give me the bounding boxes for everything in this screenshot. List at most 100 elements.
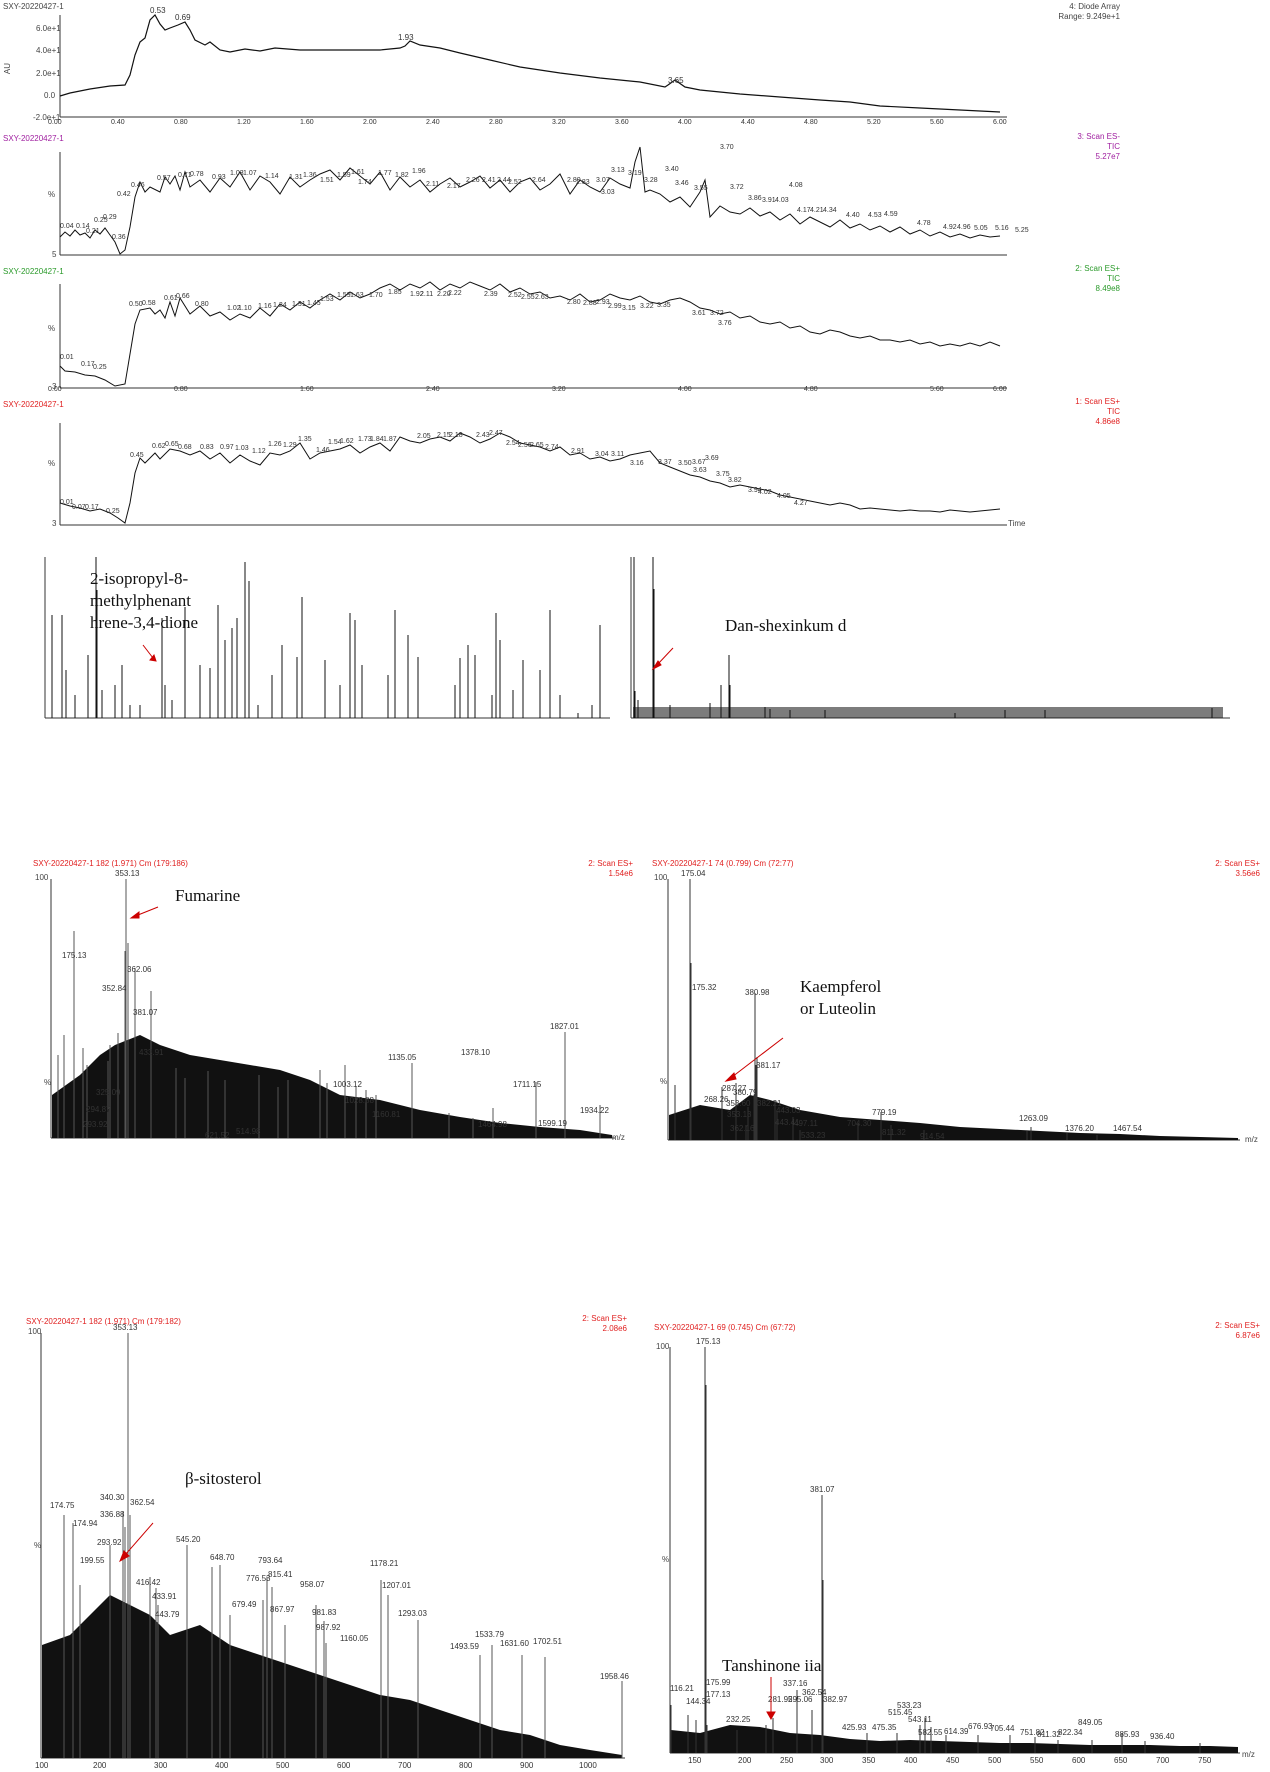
svg-text:1.03: 1.03 <box>230 170 244 177</box>
svg-text:1.92: 1.92 <box>410 291 424 298</box>
svg-text:1.45: 1.45 <box>307 300 321 307</box>
svg-text:3.40: 3.40 <box>665 166 679 173</box>
svg-text:0.42: 0.42 <box>117 191 131 198</box>
svg-text:1.96: 1.96 <box>412 168 426 175</box>
svg-text:1.16: 1.16 <box>258 303 272 310</box>
svg-text:0.83: 0.83 <box>200 444 214 451</box>
es-pos-2-trace: 0.01 0.170.25 0.50 0.58 0.610.66 0.80 1.021.10… <box>59 281 1007 389</box>
svg-text:2.65: 2.65 <box>530 442 544 449</box>
svg-text:811.32: 811.32 <box>1037 1730 1061 1739</box>
svg-text:416.42: 416.42 <box>136 1578 161 1587</box>
svg-text:0.57: 0.57 <box>157 175 171 182</box>
svg-text:144.34: 144.34 <box>686 1697 711 1706</box>
svg-text:2.88: 2.88 <box>583 300 597 307</box>
svg-text:2.11: 2.11 <box>426 181 439 188</box>
svg-text:1.10: 1.10 <box>238 305 252 312</box>
svg-text:1263.09: 1263.09 <box>1019 1114 1048 1123</box>
svg-text:4.53: 4.53 <box>868 212 882 219</box>
sample-label: SXY-20220427-1 <box>3 2 64 11</box>
svg-text:3.19: 3.19 <box>628 170 642 177</box>
svg-text:281.95: 281.95 <box>768 1695 793 1704</box>
svg-text:705.44: 705.44 <box>990 1724 1015 1733</box>
svg-text:0.65: 0.65 <box>165 441 179 448</box>
svg-text:175.04: 175.04 <box>681 869 706 878</box>
svg-text:443.79: 443.79 <box>155 1610 180 1619</box>
es-pos-1-trace: 0.010.07 0.17 0.25 0.45 0.62 0.65 0.68 0.83 0.97… <box>59 423 1007 526</box>
svg-text:514.98: 514.98 <box>236 1127 261 1136</box>
svg-text:1.93: 1.93 <box>398 33 414 42</box>
svg-text:433.91: 433.91 <box>152 1592 177 1601</box>
annotation-fumarine: Fumarine <box>175 886 241 905</box>
svg-text:1.59: 1.59 <box>337 292 351 299</box>
svg-text:4.21: 4.21 <box>810 207 824 214</box>
svg-text:0.50: 0.50 <box>129 301 143 308</box>
svg-text:4.02: 4.02 <box>758 489 772 496</box>
svg-text:0.97: 0.97 <box>220 444 234 451</box>
svg-text:1.24: 1.24 <box>273 302 287 309</box>
svg-text:676.93: 676.93 <box>968 1722 993 1731</box>
svg-text:0.45: 0.45 <box>130 452 144 459</box>
svg-text:0.25: 0.25 <box>93 364 107 371</box>
svg-text:381.07: 381.07 <box>810 1485 835 1494</box>
svg-text:1378.10: 1378.10 <box>461 1048 490 1057</box>
svg-text:0.01: 0.01 <box>60 354 74 361</box>
chromatogram-es-pos-1-tic: SXY-20220427-1 1: Scan ES+ TIC 4.86e8 % … <box>0 393 1270 528</box>
svg-text:3.63: 3.63 <box>693 467 707 474</box>
svg-text:362.54: 362.54 <box>130 1498 155 1507</box>
svg-text:0.07: 0.07 <box>72 504 86 511</box>
svg-text:815.41: 815.41 <box>268 1570 293 1579</box>
svg-text:1003.12: 1003.12 <box>333 1080 362 1089</box>
svg-text:2.55: 2.55 <box>521 294 535 301</box>
svg-text:2.43: 2.43 <box>476 432 490 439</box>
svg-text:533.23: 533.23 <box>801 1131 826 1140</box>
svg-text:0.66: 0.66 <box>176 293 190 300</box>
svg-text:293.92: 293.92 <box>97 1538 122 1547</box>
svg-text:1.74: 1.74 <box>358 179 372 186</box>
svg-text:1028.88: 1028.88 <box>345 1096 374 1105</box>
svg-text:199.55: 199.55 <box>80 1556 105 1565</box>
svg-text:2.80: 2.80 <box>567 299 581 306</box>
svg-text:2.26: 2.26 <box>466 177 480 184</box>
svg-text:1.62: 1.62 <box>340 438 354 445</box>
svg-text:3.94: 3.94 <box>748 487 762 494</box>
svg-text:987.92: 987.92 <box>316 1623 341 1632</box>
svg-text:433.91: 433.91 <box>139 1048 164 1057</box>
spectrum-bars: 353.13 175.13 362.06 352.84 381.07 433.91 325… <box>50 869 615 1140</box>
annotation-dan-shexinkum: Dan-shexinkum d <box>725 616 847 635</box>
svg-text:648.70: 648.70 <box>210 1553 235 1562</box>
svg-text:4.08: 4.08 <box>789 182 803 189</box>
svg-text:3.82: 3.82 <box>728 477 742 484</box>
svg-text:1.84: 1.84 <box>370 436 384 443</box>
svg-text:425.93: 425.93 <box>842 1723 867 1732</box>
svg-text:353.13: 353.13 <box>727 1110 752 1119</box>
svg-text:1.07: 1.07 <box>243 170 257 177</box>
svg-text:232.25: 232.25 <box>726 1715 751 1724</box>
svg-text:0.71: 0.71 <box>178 172 192 179</box>
svg-text:0.69: 0.69 <box>175 13 191 22</box>
svg-text:1827.01: 1827.01 <box>550 1022 579 1031</box>
svg-text:2.52: 2.52 <box>508 179 522 186</box>
svg-text:1376.20: 1376.20 <box>1065 1124 1094 1133</box>
svg-text:0.01: 0.01 <box>60 499 74 506</box>
chromatogram-es-neg-tic: SXY-20220427-1 3: Scan ES- TIC 5.27e7 % … <box>0 132 1270 264</box>
svg-text:0.21: 0.21 <box>86 228 100 235</box>
svg-text:4.40: 4.40 <box>846 212 860 219</box>
spectrum-bars <box>630 557 1230 719</box>
svg-text:2.22: 2.22 <box>448 290 462 297</box>
svg-text:3.07: 3.07 <box>596 177 610 184</box>
svg-text:1293.03: 1293.03 <box>398 1609 427 1618</box>
svg-text:381.17: 381.17 <box>756 1061 781 1070</box>
svg-text:1.70: 1.70 <box>369 292 383 299</box>
svg-text:3.28: 3.28 <box>644 177 658 184</box>
spectrum-beta-sitosterol: SXY-20220427-1 182 (1.971) Cm (179:182) … <box>0 1314 640 1772</box>
svg-text:2.56: 2.56 <box>518 442 532 449</box>
svg-text:0.68: 0.68 <box>178 444 192 451</box>
svg-text:175.32: 175.32 <box>692 983 717 992</box>
svg-text:1702.51: 1702.51 <box>533 1637 562 1646</box>
svg-text:0.04: 0.04 <box>60 223 74 230</box>
svg-text:2.80: 2.80 <box>567 177 581 184</box>
chromatogram-diode-array: SXY-20220427-1 4: Diode Array Range: 9.2… <box>0 0 1270 130</box>
annotation-phenanthrene-dione: 2-isopropyl-8- methylphenant hrene-3,4-d… <box>90 569 199 632</box>
svg-text:2.99: 2.99 <box>608 303 622 310</box>
svg-text:3.03: 3.03 <box>601 189 615 196</box>
